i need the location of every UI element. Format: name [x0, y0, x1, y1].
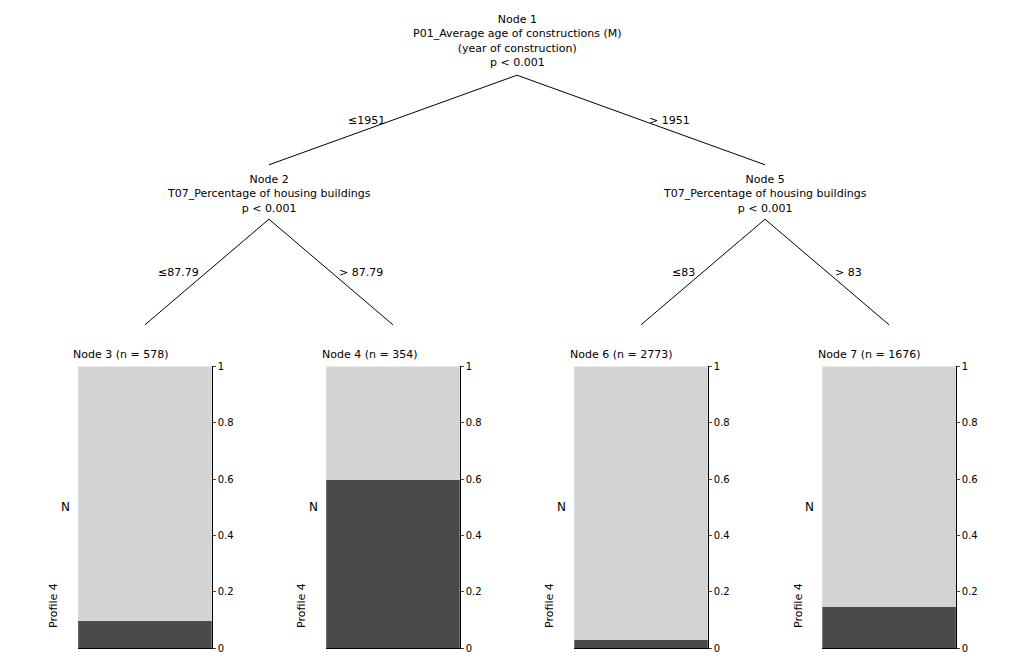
svg-text:0: 0 [962, 643, 968, 654]
svg-text:≤87.79: ≤87.79 [158, 266, 199, 279]
svg-text:1: 1 [218, 361, 224, 372]
svg-text:0.8: 0.8 [714, 417, 730, 428]
svg-text:Profile 4: Profile 4 [295, 583, 308, 628]
svg-text:0: 0 [218, 643, 224, 654]
svg-text:1: 1 [714, 361, 720, 372]
svg-text:Profile 4: Profile 4 [47, 583, 60, 628]
svg-text:Node 2T07_Percentage of housin: Node 2T07_Percentage of housing building… [167, 173, 371, 215]
svg-text:0.6: 0.6 [962, 474, 978, 485]
svg-text:1: 1 [962, 361, 968, 372]
svg-text:0.8: 0.8 [962, 417, 978, 428]
svg-text:0.6: 0.6 [218, 474, 234, 485]
svg-text:0.4: 0.4 [962, 530, 978, 541]
svg-text:N: N [61, 500, 70, 514]
svg-text:0.4: 0.4 [218, 530, 234, 541]
svg-text:0.4: 0.4 [466, 530, 482, 541]
svg-text:Node 4 (n = 354): Node 4 (n = 354) [322, 348, 417, 361]
svg-text:0.2: 0.2 [714, 586, 730, 597]
svg-text:Node 1P01_Average age of const: Node 1P01_Average age of constructions (… [413, 13, 622, 69]
svg-text:0.8: 0.8 [218, 417, 234, 428]
svg-text:0: 0 [714, 643, 720, 654]
svg-text:> 83: > 83 [835, 266, 862, 279]
svg-text:N: N [805, 500, 814, 514]
svg-text:> 87.79: > 87.79 [339, 266, 383, 279]
svg-text:0.4: 0.4 [714, 530, 730, 541]
svg-text:N: N [557, 500, 566, 514]
svg-text:Profile 4: Profile 4 [792, 583, 805, 628]
svg-text:Node 3 (n = 578): Node 3 (n = 578) [73, 348, 168, 361]
svg-text:0.6: 0.6 [714, 474, 730, 485]
svg-text:1: 1 [466, 361, 472, 372]
svg-text:≤1951: ≤1951 [348, 114, 385, 127]
svg-text:0.2: 0.2 [218, 586, 234, 597]
svg-text:Profile 4: Profile 4 [543, 583, 556, 628]
svg-text:0.2: 0.2 [466, 586, 482, 597]
svg-text:Node 7 (n = 1676): Node 7 (n = 1676) [818, 348, 920, 361]
svg-text:> 1951: > 1951 [649, 114, 690, 127]
svg-text:Node 5T07_Percentage of housin: Node 5T07_Percentage of housing building… [663, 173, 867, 215]
svg-text:Node 6 (n = 2773): Node 6 (n = 2773) [570, 348, 672, 361]
svg-text:≤83: ≤83 [672, 266, 695, 279]
svg-text:0: 0 [466, 643, 472, 654]
svg-text:0.2: 0.2 [962, 586, 978, 597]
svg-text:0.6: 0.6 [466, 474, 482, 485]
svg-text:0.8: 0.8 [466, 417, 482, 428]
svg-text:N: N [309, 500, 318, 514]
